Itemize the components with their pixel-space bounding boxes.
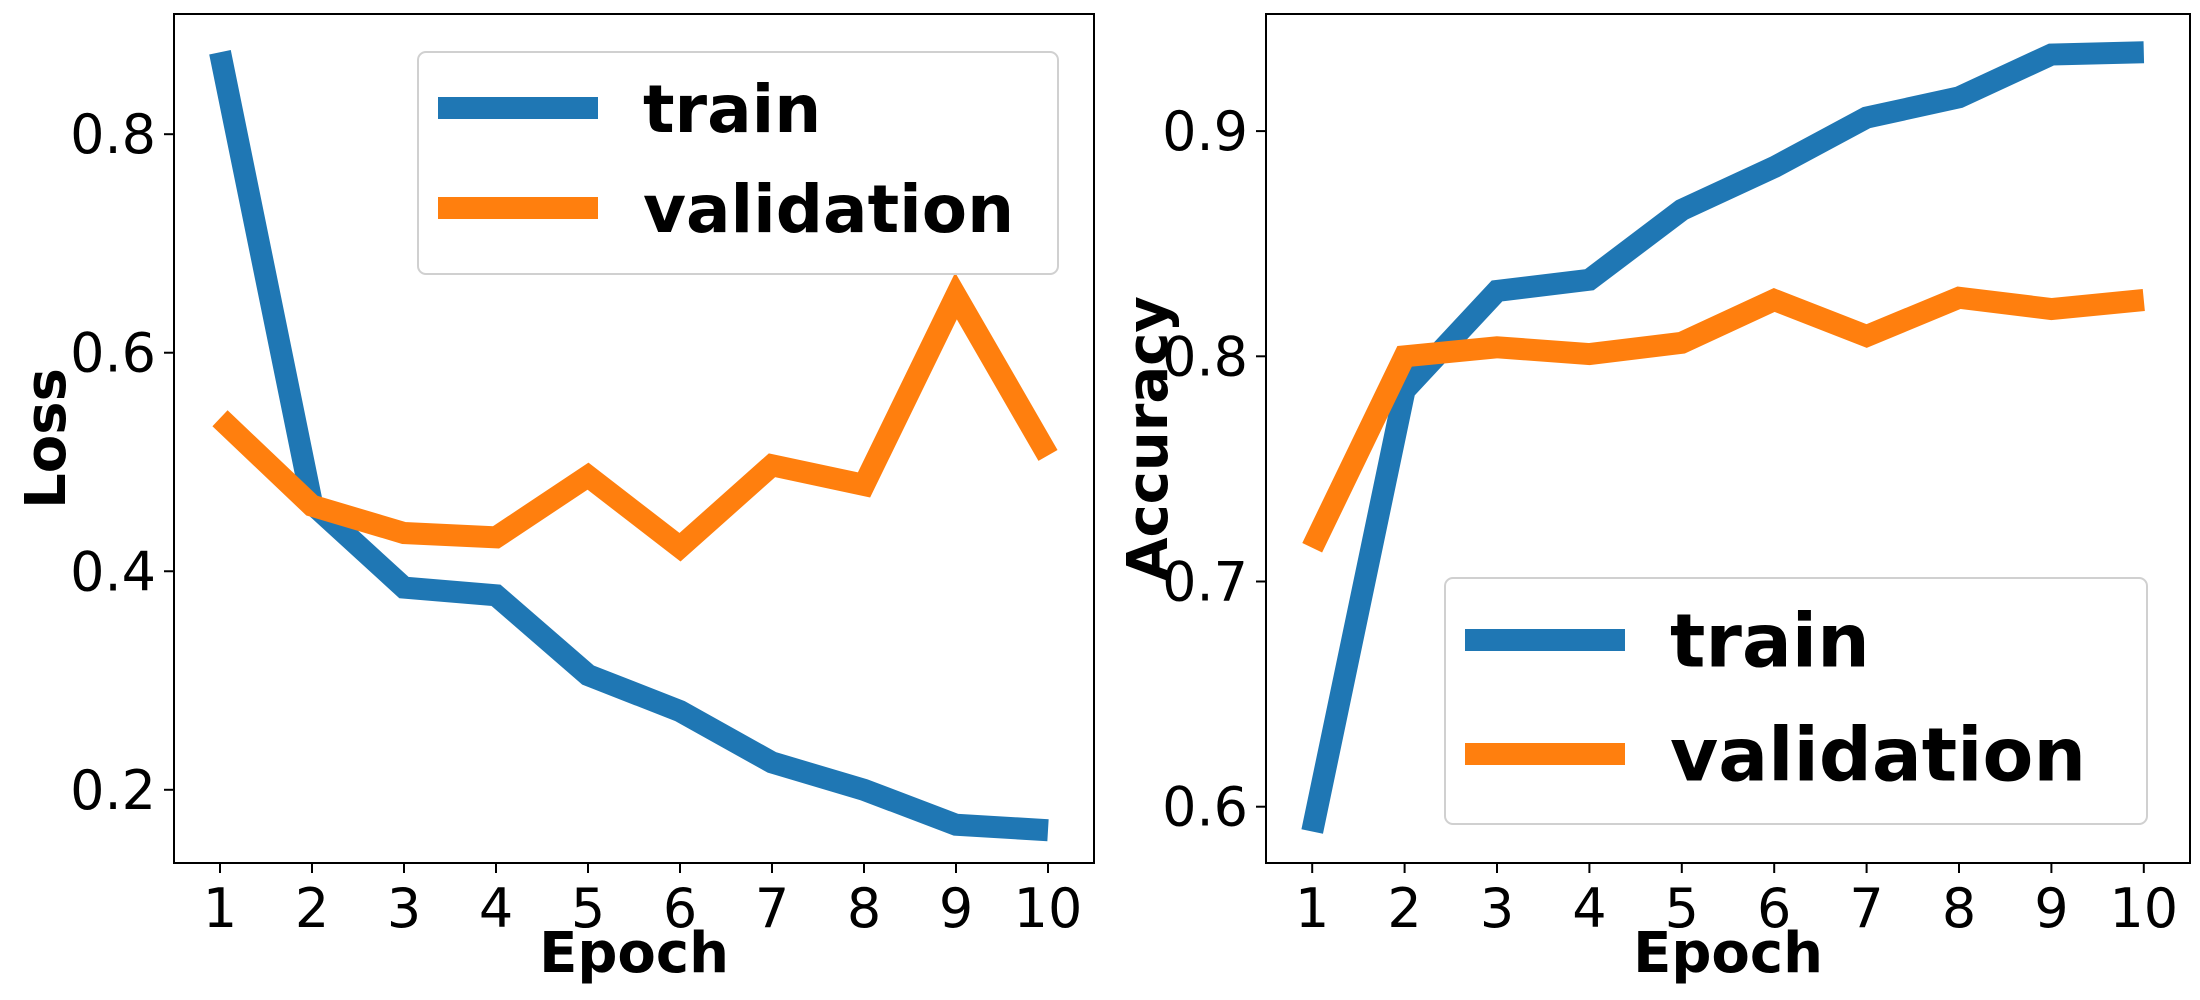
accuracy-plot-area (1265, 13, 2191, 864)
loss-x-tick-label: 6 (663, 877, 697, 940)
accuracy-y-tick-label: 0.6 (1162, 776, 1248, 839)
loss-y-axis-title: Loss (14, 368, 79, 509)
loss-x-axis-title: Epoch (539, 921, 729, 986)
loss-x-ticks: 1 2 3 4 5 6 7 8 9 10 (203, 863, 1083, 940)
loss-x-tick-label: 5 (571, 877, 605, 940)
accuracy-x-tick-label: 10 (2109, 877, 2178, 940)
loss-x-tick-label: 4 (479, 877, 513, 940)
accuracy-legend-validation-label: validation (1670, 713, 2086, 799)
accuracy-x-tick-label: 9 (2034, 877, 2068, 940)
accuracy-axes-frame (1265, 13, 2191, 864)
loss-y-tick-label: 0.6 (70, 322, 156, 385)
loss-series-validation-line (212, 272, 1058, 562)
loss-x-tick-label: 3 (387, 877, 421, 940)
loss-axes-frame (173, 13, 1095, 864)
accuracy-x-tick-label: 8 (1942, 877, 1976, 940)
accuracy-legend: train validation (1444, 577, 2148, 825)
loss-legend: train validation (417, 51, 1059, 275)
loss-y-tick-label: 0.8 (70, 103, 156, 166)
accuracy-series-train-line (1301, 41, 2145, 834)
loss-x-tick-label: 2 (295, 877, 329, 940)
loss-x-tick-label: 7 (755, 877, 789, 940)
accuracy-x-tick-label: 4 (1572, 877, 1606, 940)
loss-legend-train-label: train (643, 71, 821, 148)
accuracy-y-tick-label: 0.9 (1162, 100, 1248, 163)
accuracy-series-layer (1301, 41, 2145, 834)
accuracy-x-tick-label: 5 (1665, 877, 1699, 940)
loss-chart: 1 2 3 4 5 6 7 8 9 10 0.2 0.4 0.6 0.8 Epoch Loss trai… (14, 13, 1095, 986)
loss-x-tick-label: 10 (1014, 877, 1083, 940)
accuracy-x-tick-label: 1 (1295, 877, 1329, 940)
loss-series-layer (209, 50, 1058, 842)
accuracy-x-tick-label: 2 (1387, 877, 1421, 940)
accuracy-y-ticks: 0.6 0.7 0.8 0.9 (1162, 100, 1266, 839)
loss-y-ticks: 0.2 0.4 0.6 0.8 (70, 103, 174, 822)
accuracy-y-tick-label: 0.8 (1162, 325, 1248, 388)
loss-plot-area (173, 13, 1095, 864)
accuracy-legend-train-label: train (1670, 599, 1870, 685)
loss-x-tick-label: 1 (203, 877, 237, 940)
accuracy-x-tick-label: 3 (1480, 877, 1514, 940)
loss-y-tick-label: 0.4 (70, 540, 156, 603)
accuracy-series-validation-line (1302, 286, 2145, 553)
accuracy-x-tick-label: 6 (1757, 877, 1791, 940)
accuracy-x-axis-title: Epoch (1633, 921, 1823, 986)
accuracy-chart: 1 2 3 4 5 6 7 8 9 10 0.60.70.80.9 Epoch Accuracy … (1116, 13, 2191, 986)
accuracy-x-tick-label: 7 (1849, 877, 1883, 940)
loss-y-tick-label: 0.2 (70, 759, 156, 822)
loss-legend-validation-label: validation (643, 171, 1014, 248)
loss-x-tick-label: 9 (939, 877, 973, 940)
accuracy-y-axis-title: Accuracy (1116, 296, 1181, 581)
accuracy-x-ticks: 1 2 3 4 5 6 7 8 9 10 (1295, 863, 2178, 940)
loss-x-tick-label: 8 (847, 877, 881, 940)
accuracy-y-tick-label: 0.7 (1162, 551, 1248, 614)
loss-series-train-line (209, 50, 1049, 842)
